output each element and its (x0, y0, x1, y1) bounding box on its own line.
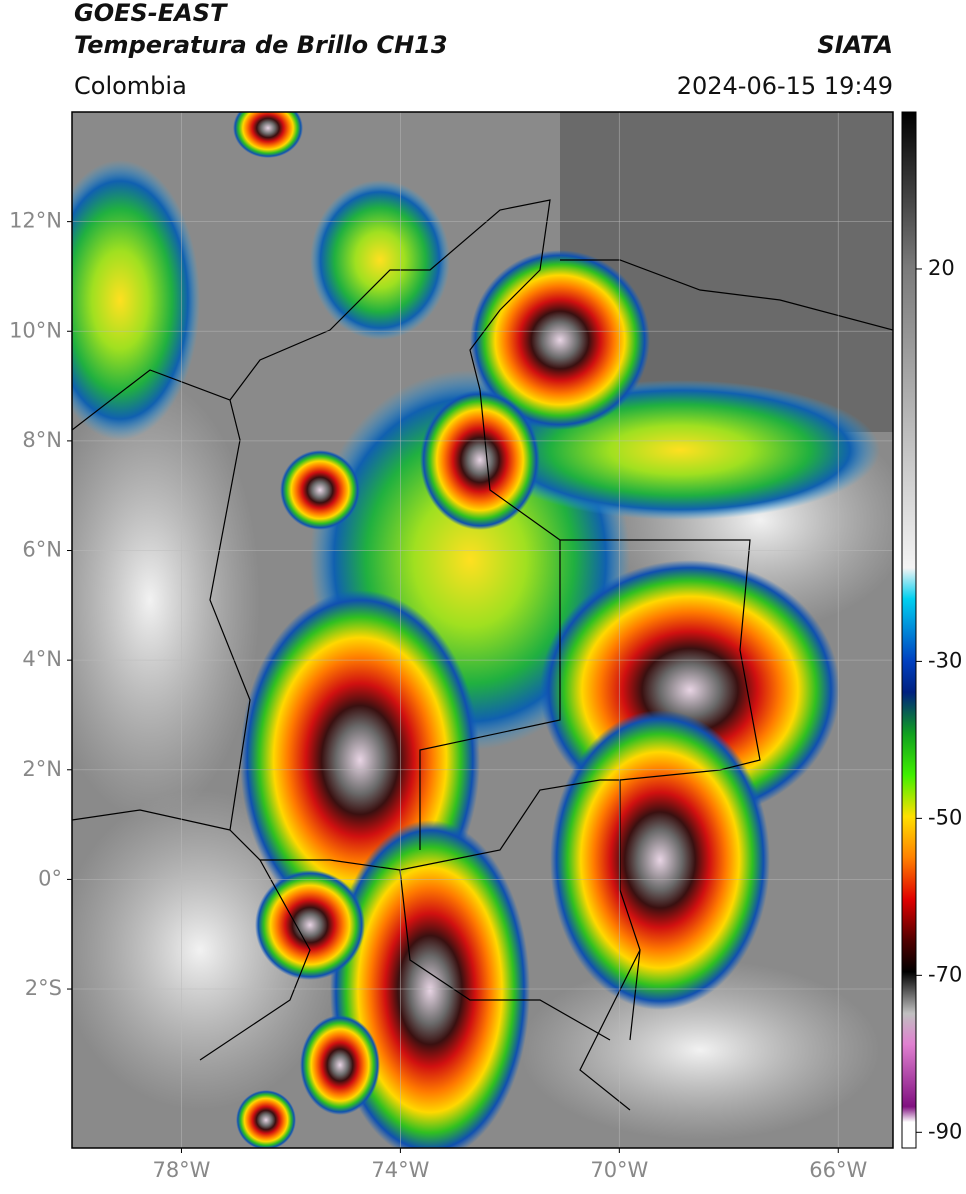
title: GOES-EAST (74, 0, 228, 27)
region: Colombia (74, 72, 187, 100)
grid (72, 112, 893, 1148)
lon-tick-label: 74°W (371, 1158, 429, 1182)
lat-tick-label: 0° (38, 866, 62, 890)
lat-tick-label: 2°S (25, 976, 62, 1000)
lat-tick-label: 2°N (22, 757, 62, 781)
borders (72, 199, 893, 1111)
source: SIATA (817, 31, 893, 59)
map-frame (71, 111, 894, 1149)
subtitle: Temperatura de Brillo CH13 (74, 31, 448, 59)
colorbar-tick-label: -70 (928, 962, 962, 986)
lat-tick-label: 4°N (22, 647, 62, 671)
colorbar (901, 111, 917, 1149)
satellite-image (72, 112, 893, 1148)
colorbar-tick-label: -90 (928, 1119, 962, 1143)
lat-tick-label: 6°N (22, 538, 62, 562)
colorbar-tick-label: -30 (928, 648, 962, 672)
lon-tick-label: 78°W (152, 1158, 210, 1182)
lat-tick-label: 10°N (9, 318, 62, 342)
datetime: 2024-06-15 19:49 (677, 72, 893, 100)
lon-tick-label: 66°W (809, 1158, 867, 1182)
lon-tick-label: 70°W (590, 1158, 648, 1182)
lat-tick-label: 8°N (22, 428, 62, 452)
colorbar-tick-label: 20 (928, 256, 955, 280)
lat-tick-label: 12°N (9, 209, 62, 233)
colorbar-tick-label: -50 (928, 805, 962, 829)
